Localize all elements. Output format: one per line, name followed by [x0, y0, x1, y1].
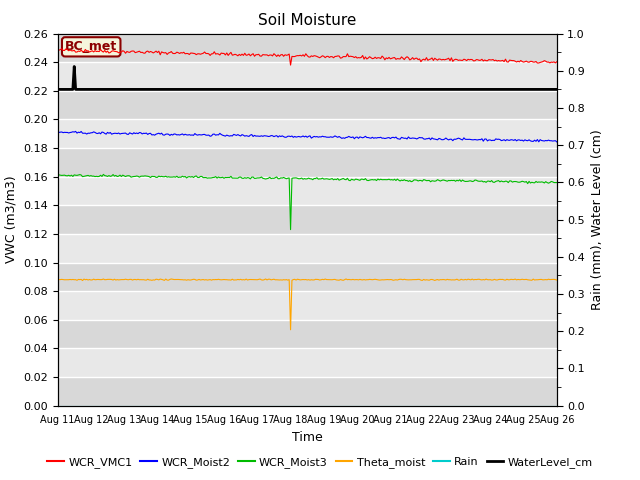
Legend: WCR_VMC1, WCR_Moist2, WCR_Moist3, Theta_moist, Rain, WaterLevel_cm: WCR_VMC1, WCR_Moist2, WCR_Moist3, Theta_…	[43, 452, 597, 472]
Title: Soil Moisture: Soil Moisture	[258, 13, 356, 28]
Bar	[58, 377, 557, 406]
Text: BC_met: BC_met	[65, 40, 117, 53]
Bar	[58, 148, 557, 177]
Bar	[58, 177, 557, 205]
Y-axis label: Rain (mm), Water Level (cm): Rain (mm), Water Level (cm)	[591, 129, 604, 310]
Bar	[58, 291, 557, 320]
Bar	[58, 263, 557, 291]
Bar	[58, 348, 557, 377]
Bar	[58, 62, 557, 91]
Bar	[58, 205, 557, 234]
Bar	[58, 91, 557, 120]
Bar	[58, 34, 557, 62]
Y-axis label: VWC (m3/m3): VWC (m3/m3)	[4, 176, 17, 264]
X-axis label: Time: Time	[292, 431, 323, 444]
Bar	[58, 234, 557, 263]
Bar	[58, 320, 557, 348]
Bar	[58, 120, 557, 148]
